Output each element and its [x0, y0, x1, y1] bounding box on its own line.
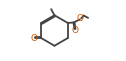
Text: O: O: [77, 14, 84, 23]
Text: O: O: [71, 26, 78, 35]
Text: O: O: [30, 34, 37, 43]
